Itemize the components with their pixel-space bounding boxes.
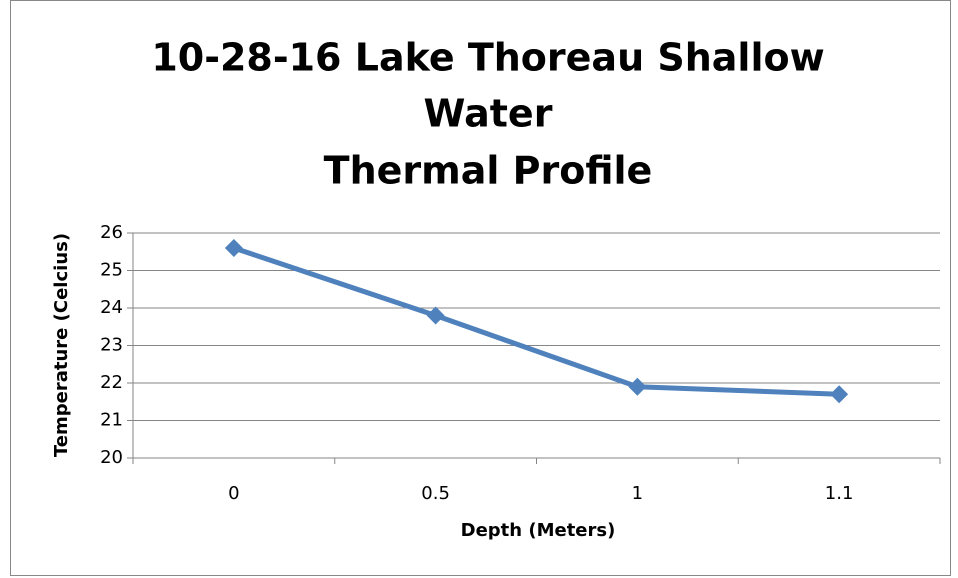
chart-title: 10-28-16 Lake Thoreau Shallow [151, 36, 824, 80]
y-tick-label: 25 [100, 260, 123, 281]
x-tick-label: 0.5 [421, 483, 450, 504]
x-axis-title: Depth (Meters) [461, 520, 616, 541]
y-tick-label: 26 [100, 222, 123, 243]
y-tick-label: 24 [100, 297, 123, 318]
x-tick-label: 1.1 [825, 483, 854, 504]
data-marker [224, 239, 243, 257]
data-marker [426, 306, 445, 325]
x-tick-label: 0 [228, 483, 239, 504]
data-line [233, 245, 840, 397]
x-tick-label: 1 [632, 483, 643, 504]
chart-title: Water [424, 92, 553, 136]
y-axis-title: Temperature (Celcius) [51, 233, 72, 457]
data-marker [830, 385, 849, 404]
data-marker [628, 377, 647, 396]
chart-title: Thermal Profile [324, 149, 653, 193]
y-tick-label: 21 [100, 410, 123, 431]
y-tick-label: 20 [100, 447, 123, 468]
y-tick-label: 23 [100, 335, 123, 356]
y-tick-label: 22 [100, 372, 123, 393]
chart-frame [10, 0, 951, 576]
